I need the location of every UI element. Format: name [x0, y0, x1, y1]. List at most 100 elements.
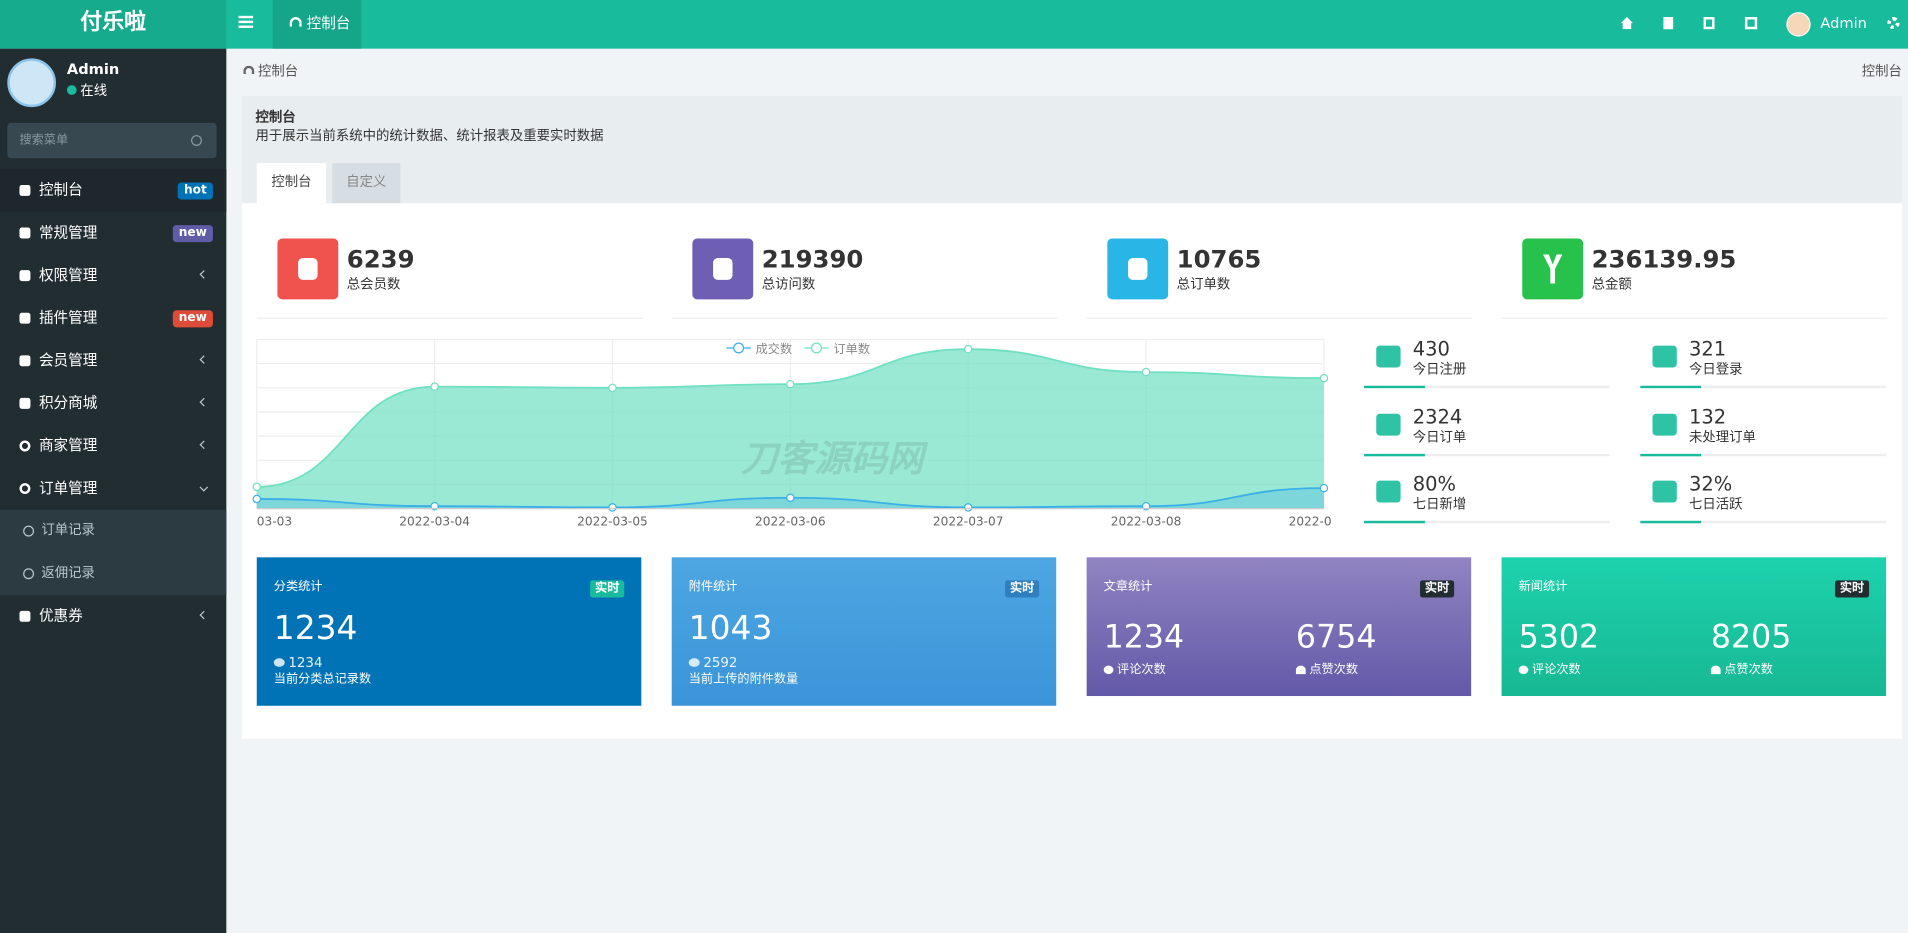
mini-label: 七日活跃: [1688, 496, 1743, 513]
panel: 控制台 用于展示当前系统中的统计数据、统计报表及重要实时数据 控制台 自定义 623…: [242, 96, 1902, 739]
submenu: [0, 509, 227, 596]
card-item-icon: [1295, 665, 1306, 675]
stat-glyph: [298, 257, 318, 280]
stat-card: [1501, 557, 1887, 697]
stat-divider: [671, 317, 1058, 319]
top-tab[interactable]: [272, 0, 362, 49]
menu-badge: hot: [177, 182, 213, 200]
lang-icon[interactable]: [1703, 17, 1715, 30]
mini-label: 今日注册: [1412, 361, 1467, 378]
mini-icon: [1652, 480, 1677, 503]
top-avatar[interactable]: [1786, 12, 1811, 37]
menu-item[interactable]: 权限管理: [38, 266, 98, 284]
x-tick-label: 2022-03-09: [1289, 515, 1360, 529]
fullscreen-icon[interactable]: [1744, 17, 1758, 30]
mini-value: 132: [1688, 404, 1727, 428]
settings-icon[interactable]: [1887, 17, 1900, 30]
card-sub-value: 2592: [703, 654, 738, 671]
card-sub-label: 当前上传的附件数量: [688, 672, 799, 687]
mini-label: 七日新增: [1412, 496, 1467, 513]
mini-label: 今日订单: [1412, 428, 1467, 445]
home-icon[interactable]: [1620, 17, 1633, 30]
card-item-icon: [1518, 665, 1529, 675]
mini-icon: [1376, 345, 1401, 368]
stat-glyph: [713, 257, 733, 280]
card-item-label: 点赞次数: [1309, 663, 1358, 677]
card-sub-label: 当前分类总记录数: [273, 672, 372, 687]
panel-tab-label[interactable]: 自定义: [346, 174, 387, 190]
top-user[interactable]: Admin: [1820, 14, 1867, 32]
menu-icon: [19, 397, 31, 409]
card-title: 分类统计: [273, 580, 323, 594]
mini-progress: [1640, 385, 1702, 389]
menu-item[interactable]: 积分商城: [38, 394, 98, 412]
menu-icon: [19, 270, 31, 282]
panel-heading: [242, 96, 1902, 204]
submenu-item[interactable]: 订单记录: [41, 522, 95, 538]
menu-item[interactable]: 会员管理: [38, 351, 98, 369]
breadcrumb[interactable]: 控制台: [257, 63, 299, 80]
menu-item[interactable]: 商家管理: [38, 436, 98, 454]
status-dot: [66, 85, 77, 95]
menu-chevron: [199, 440, 209, 450]
panel-description: 用于展示当前系统中的统计数据、统计报表及重要实时数据: [255, 127, 604, 144]
card-badge: 实时: [590, 580, 625, 598]
trash-icon[interactable]: [1663, 17, 1674, 30]
mini-divider: [1364, 520, 1610, 524]
search-icon[interactable]: [191, 135, 202, 147]
card-sub-value: 1234: [288, 654, 323, 671]
stat-value: 236139.95: [1591, 244, 1737, 274]
stat-card: [671, 557, 1057, 706]
menu-chevron: [199, 397, 209, 407]
card-item-label: 评论次数: [1117, 663, 1166, 677]
panel-tab[interactable]: [332, 163, 401, 204]
legend-marker: [733, 342, 745, 354]
mini-icon: [1376, 480, 1401, 503]
mini-icon: [1652, 413, 1677, 436]
menu-item[interactable]: 常规管理: [38, 223, 98, 241]
data-point: [786, 493, 795, 503]
watermark: 刀客源码网: [741, 437, 929, 480]
card-value: 1043: [688, 609, 773, 648]
mini-value: 2324: [1412, 404, 1463, 428]
panel-title: 控制台: [255, 109, 296, 126]
menu-item[interactable]: 插件管理: [38, 309, 98, 327]
data-point: [608, 383, 617, 393]
breadcrumb-right: 控制台: [1861, 63, 1902, 80]
stat-value: 6239: [346, 244, 415, 274]
data-point: [1141, 367, 1151, 377]
mini-value: 430: [1412, 337, 1450, 361]
menu-item[interactable]: 控制台: [38, 181, 83, 199]
menu-icon: [19, 355, 31, 367]
menu-badge: new: [172, 225, 213, 243]
mini-value: 32%: [1688, 472, 1733, 496]
stat-value: 219390: [761, 244, 864, 274]
menu-toggle[interactable]: [238, 15, 254, 19]
logo-area: [0, 0, 227, 49]
search-placeholder: 搜索菜单: [19, 133, 69, 148]
mini-value: 80%: [1412, 472, 1457, 496]
panel-tab[interactable]: [256, 163, 327, 204]
mini-divider: [1364, 385, 1610, 389]
card-value: 1234: [1103, 619, 1185, 656]
card-badge: 实时: [1420, 580, 1455, 598]
stat-card: [1086, 557, 1472, 697]
legend-marker: [811, 342, 822, 354]
card-item-label: 评论次数: [1532, 663, 1581, 677]
x-tick-label: 2022-03-04: [399, 515, 470, 529]
card-sub-icon: [273, 658, 285, 667]
panel-tab-label[interactable]: 控制台: [271, 174, 312, 190]
search-box[interactable]: [7, 122, 217, 159]
submenu-item[interactable]: 返佣记录: [41, 564, 95, 581]
card-title: 新闻统计: [1518, 580, 1568, 594]
data-point: [963, 344, 973, 354]
brand: 付乐啦: [80, 9, 147, 36]
area-fill: [256, 349, 1324, 509]
stat-label: 总金额: [1591, 276, 1632, 293]
x-tick-label: 2022-03-05: [577, 515, 648, 529]
data-point: [252, 494, 262, 504]
menu-item[interactable]: 订单管理: [38, 479, 98, 497]
legend-label: 成交数: [756, 341, 792, 356]
menu-item[interactable]: 优惠券: [38, 607, 83, 625]
breadcrumb-icon: [243, 65, 255, 75]
